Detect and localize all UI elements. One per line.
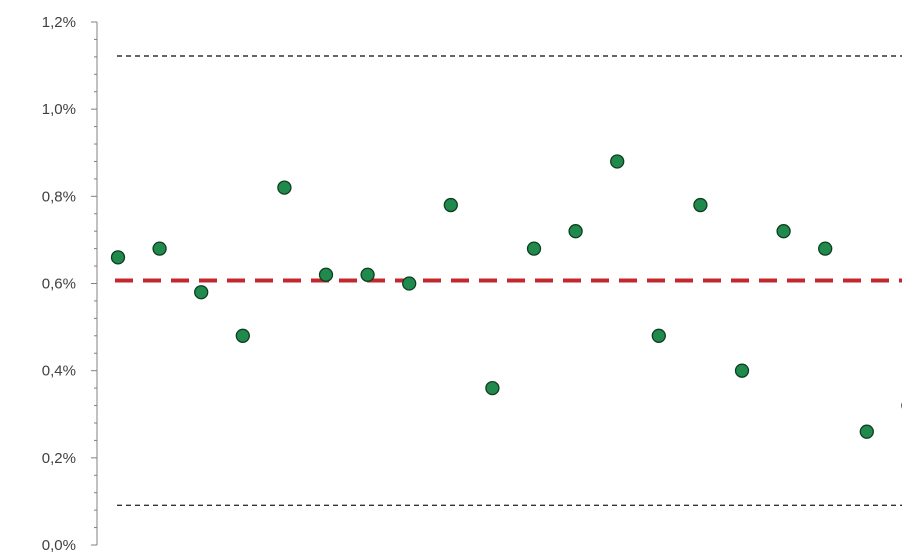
data-points — [110, 154, 902, 439]
data-point — [443, 197, 458, 213]
data-point — [859, 424, 874, 439]
data-point — [610, 154, 625, 169]
data-point — [318, 267, 334, 282]
data-point — [568, 224, 583, 239]
y-tick-label: 1,2% — [42, 14, 76, 31]
data-point — [818, 241, 833, 256]
data-point — [235, 328, 250, 343]
y-tick-label: 0,0% — [42, 537, 76, 552]
data-point — [651, 328, 666, 343]
y-tick-label: 0,8% — [42, 188, 76, 205]
data-point — [693, 197, 708, 213]
data-point — [776, 224, 791, 239]
data-point — [194, 285, 209, 300]
data-point — [402, 276, 417, 291]
data-point — [526, 241, 542, 256]
reference-lines — [115, 55, 902, 507]
data-point — [110, 250, 126, 265]
y-tick-label: 0,4% — [42, 363, 76, 380]
data-point — [152, 241, 167, 256]
y-axis: 0,0% 0,2% 0,4% 0,6% 0,8% 1,0% 1,2% — [42, 14, 98, 552]
data-point — [485, 380, 500, 396]
data-point — [734, 363, 750, 378]
y-tick-label: 1,0% — [42, 101, 76, 118]
y-tick-label: 0,2% — [42, 450, 76, 467]
data-point — [277, 180, 292, 195]
y-tick-label: 0,6% — [42, 276, 76, 293]
data-point — [360, 267, 375, 282]
